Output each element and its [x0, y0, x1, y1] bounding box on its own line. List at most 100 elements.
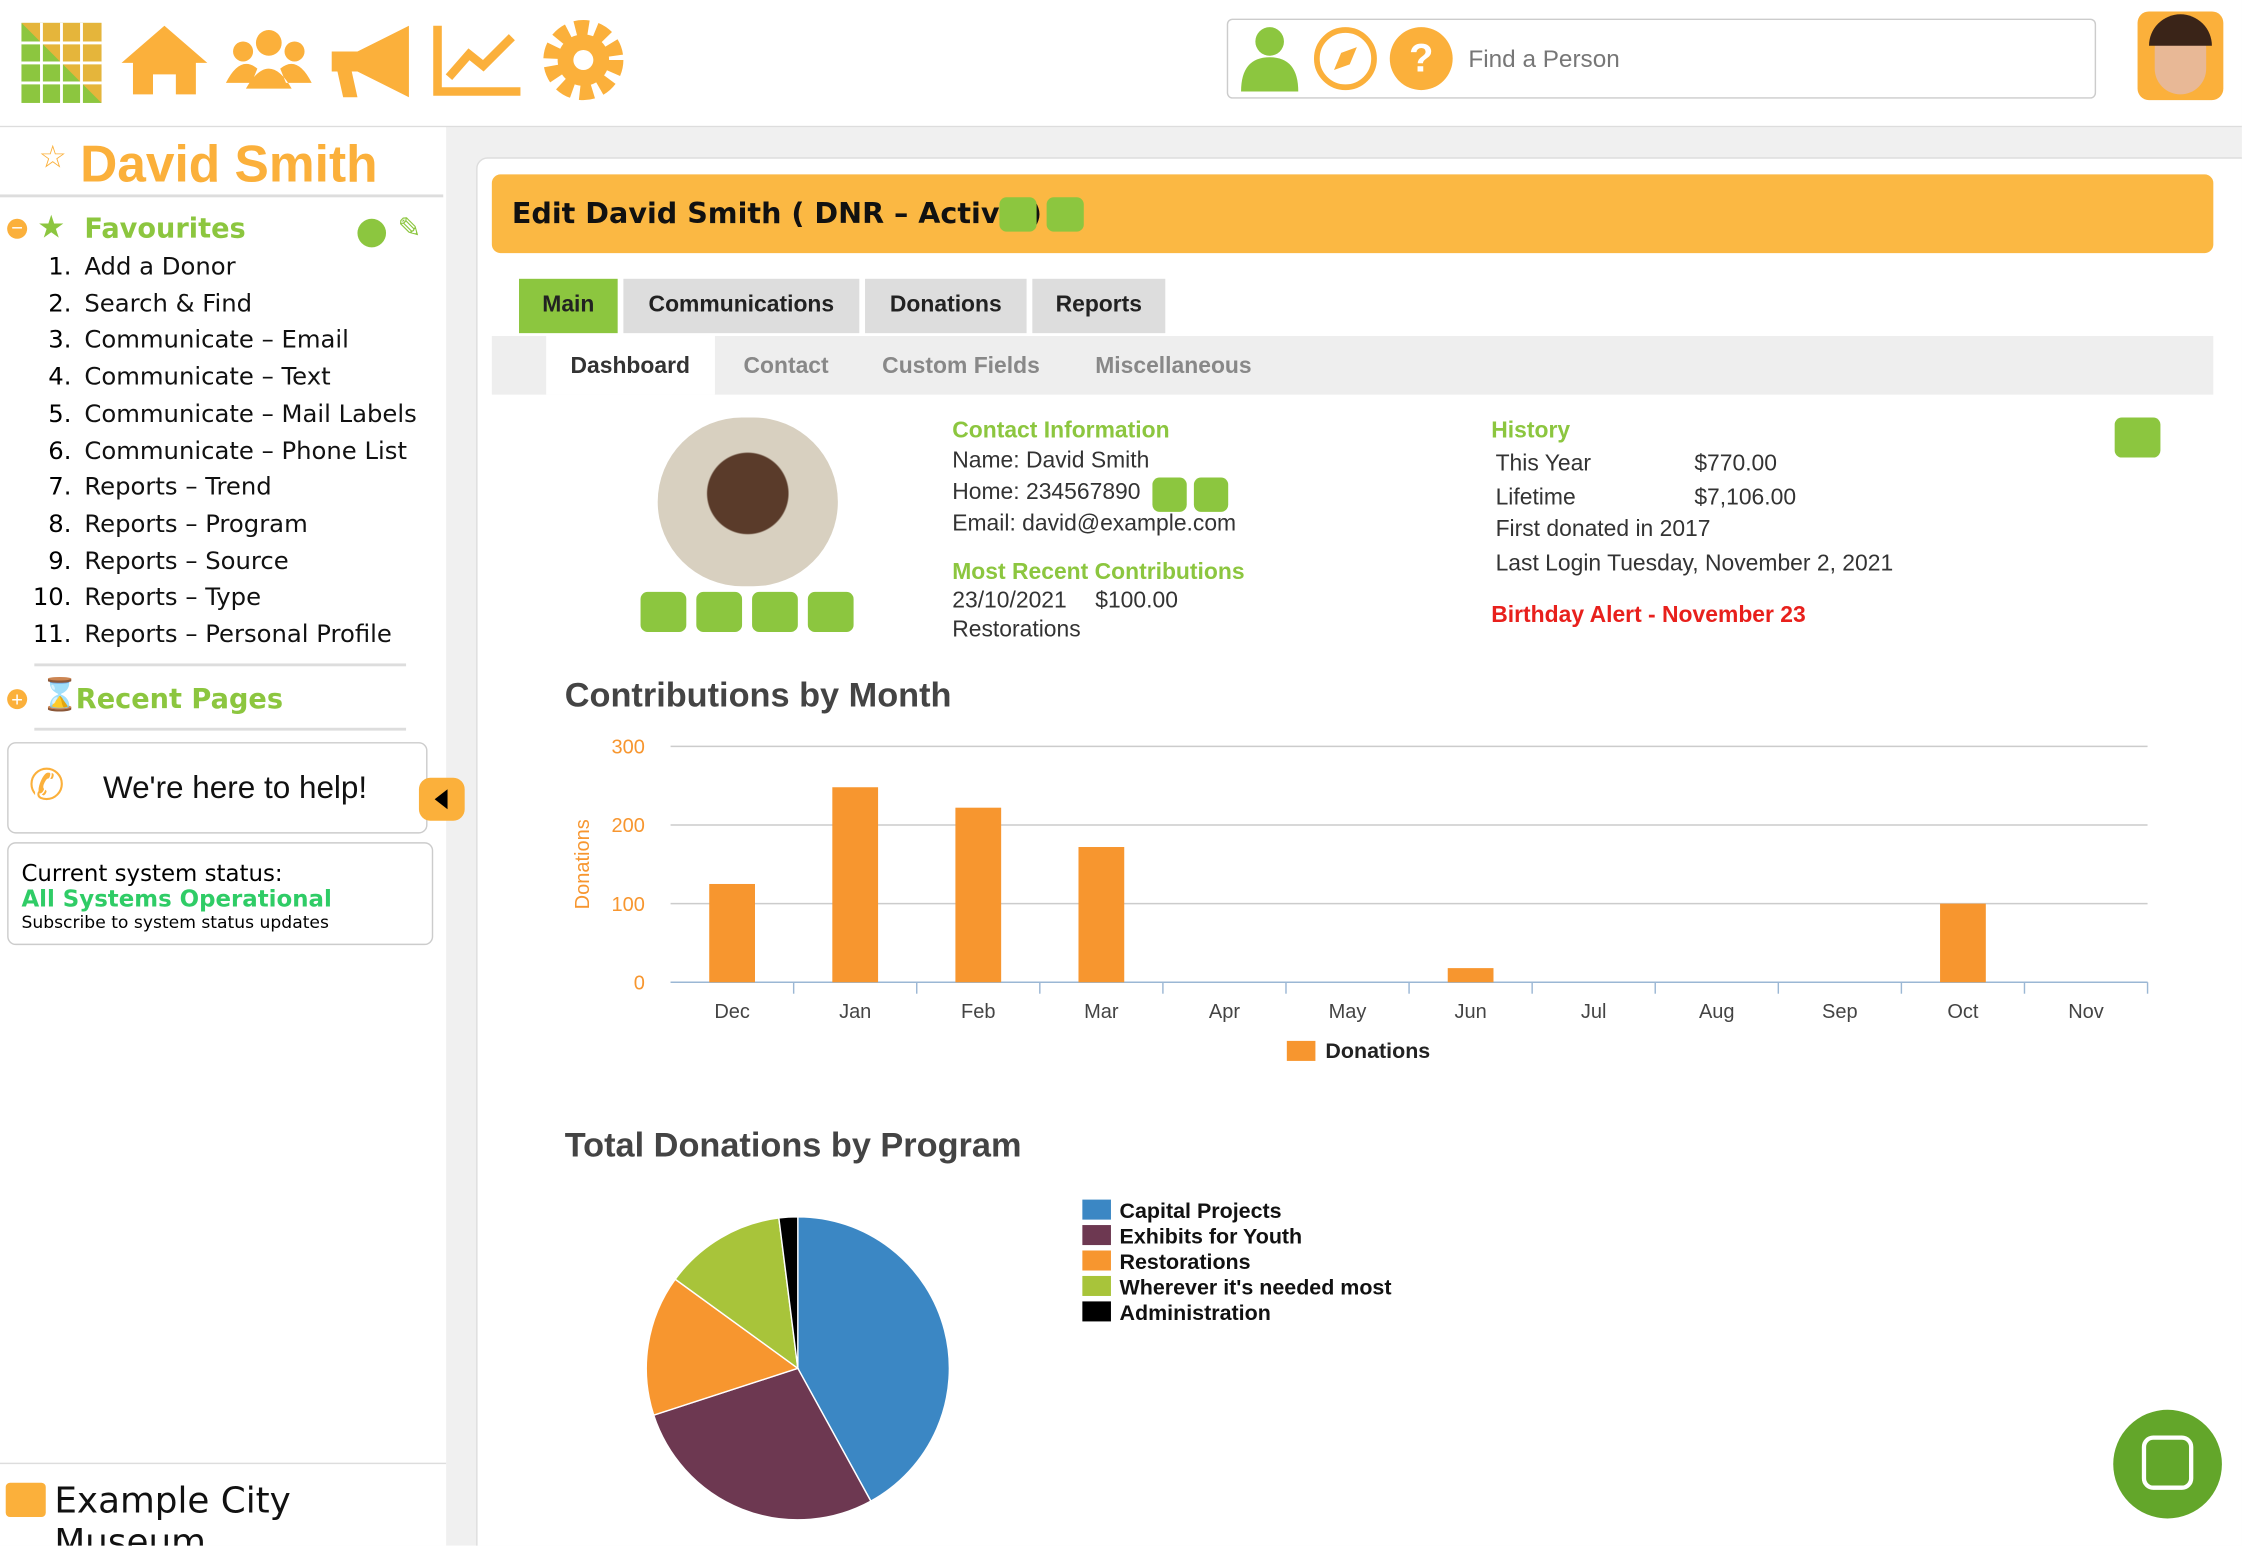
edit-button[interactable]: ✎	[397, 213, 422, 245]
expand-icon[interactable]: +	[7, 689, 28, 710]
x-tick-label: Feb	[961, 1001, 995, 1023]
donor-photo	[657, 417, 838, 587]
history-value: $770.00	[1694, 451, 1778, 477]
chart-icon[interactable]	[433, 25, 521, 96]
note-button[interactable]	[752, 591, 798, 632]
legend-swatch	[1082, 1250, 1111, 1271]
x-tick-label: Nov	[2068, 1001, 2104, 1023]
collapse-icon[interactable]: −	[7, 217, 28, 239]
megaphone-icon[interactable]	[331, 25, 409, 98]
help-box[interactable]: ✆ We're here to help!	[7, 742, 428, 834]
favourite-link[interactable]: Reports – Program	[84, 510, 308, 539]
search-icons: ?	[1241, 27, 1453, 92]
favourite-number: 6.	[48, 436, 72, 466]
history-label: Lifetime	[1495, 486, 1576, 511]
x-tick-label: Jun	[1454, 1001, 1486, 1023]
tab[interactable]: Donations	[865, 278, 1027, 334]
help-toggle[interactable]	[418, 777, 465, 821]
active-subtab	[546, 336, 715, 395]
contact-line: Name: David Smith	[952, 448, 1150, 474]
export-button[interactable]	[1046, 197, 1084, 232]
legend-label: Wherever it's needed most	[1120, 1276, 1392, 1300]
pie-slice	[652, 1367, 872, 1521]
logo	[21, 22, 102, 103]
favourite-link[interactable]: Communicate – Email	[84, 326, 349, 356]
divider	[34, 727, 407, 731]
subtab[interactable]: Contact	[743, 354, 829, 379]
bar	[832, 787, 879, 983]
divider	[0, 1462, 447, 1465]
star-icon[interactable]: ☆	[38, 138, 67, 175]
chart-title: Contributions by Month	[565, 676, 952, 714]
divider	[0, 194, 444, 198]
subtab-bar	[491, 336, 2214, 395]
recent-amount: $100.00	[1095, 589, 1178, 614]
refresh-button[interactable]	[2114, 417, 2161, 458]
x-tick-label: Jan	[839, 1001, 871, 1023]
history-value: $7,106.00	[1694, 486, 1797, 511]
sidebar: ☆ David Smith − ★ Favourites ✎ + ⌛ Recen…	[0, 127, 465, 1546]
search-placeholder: Find a Person	[1468, 45, 1620, 73]
favourite-number: 10.	[32, 583, 72, 613]
search-box[interactable]: ? Find a Person	[1226, 18, 2097, 99]
x-tick-label: Mar	[1084, 1001, 1119, 1023]
status-value: All Systems Operational	[21, 885, 332, 913]
x-tick-label: Aug	[1699, 1001, 1735, 1023]
favourite-link[interactable]: Communicate – Mail Labels	[84, 400, 417, 429]
legend-swatch	[1082, 1301, 1111, 1322]
history-title: History	[1491, 418, 1571, 444]
tab[interactable]: Main	[519, 278, 618, 334]
bar	[709, 883, 755, 983]
user-avatar[interactable]	[2137, 11, 2224, 101]
y-tick-label: 100	[611, 894, 644, 916]
favourite-link[interactable]: Add a Donor	[84, 253, 236, 282]
x-tick-label: May	[1329, 1001, 1367, 1023]
subtab[interactable]: Dashboard	[570, 354, 690, 379]
x-tick-label: Sep	[1822, 1001, 1858, 1023]
subtab[interactable]: Miscellaneous	[1095, 354, 1252, 379]
history-note: First donated in 2017	[1495, 517, 1711, 542]
settings-icon[interactable]	[543, 20, 624, 101]
favourite-number: 9.	[48, 547, 72, 576]
profile-button[interactable]	[807, 591, 854, 632]
favourite-link[interactable]: Reports – Trend	[84, 473, 272, 503]
favourite-link[interactable]: Reports – Type	[84, 583, 262, 613]
favourite-link[interactable]: Reports – Personal Profile	[84, 620, 392, 650]
people-icon[interactable]	[225, 30, 312, 89]
status-link[interactable]: Subscribe to system status updates	[21, 912, 329, 933]
y-axis-title: Donations	[572, 819, 594, 909]
contact-line: Email: david@example.com	[952, 511, 1237, 537]
email-button[interactable]	[640, 591, 687, 632]
tab[interactable]: Communications	[623, 278, 860, 334]
tab[interactable]: Reports	[1032, 278, 1166, 334]
subtab[interactable]: Custom Fields	[882, 354, 1040, 379]
legend-swatch	[1082, 1199, 1111, 1220]
nav-icons	[21, 20, 624, 103]
help-text: We're here to help!	[102, 769, 368, 805]
pie-slice	[645, 1278, 800, 1417]
sms-button[interactable]	[696, 591, 743, 632]
favourites-title: Favourites	[84, 213, 246, 245]
call-button[interactable]	[1193, 477, 1229, 512]
y-tick-label: 300	[611, 737, 644, 759]
favourite-link[interactable]: Communicate – Text	[84, 363, 331, 392]
legend-label: Exhibits for Youth	[1120, 1225, 1303, 1249]
favourite-link[interactable]: Communicate – Phone List	[84, 436, 407, 466]
recent-contrib-title: Most Recent Contributions	[952, 560, 1245, 585]
favourite-number: 8.	[48, 510, 72, 539]
org-name: Example City Museum	[54, 1479, 291, 1546]
divider	[34, 663, 407, 667]
title-bar: Edit David Smith ( DNR – Active )	[491, 174, 2214, 254]
chat-button[interactable]	[2113, 1409, 2222, 1519]
bar	[1447, 968, 1494, 983]
recent-title[interactable]: Recent Pages	[75, 683, 283, 715]
print-button[interactable]	[999, 197, 1037, 232]
info-button[interactable]	[357, 218, 387, 248]
favourite-link[interactable]: Search & Find	[84, 289, 253, 319]
favourite-link[interactable]: Reports – Source	[84, 547, 289, 576]
lookup-button[interactable]	[1152, 477, 1187, 512]
x-tick-label: Apr	[1209, 1001, 1240, 1023]
legend-label: Restorations	[1120, 1250, 1251, 1274]
home-icon[interactable]	[121, 25, 208, 95]
